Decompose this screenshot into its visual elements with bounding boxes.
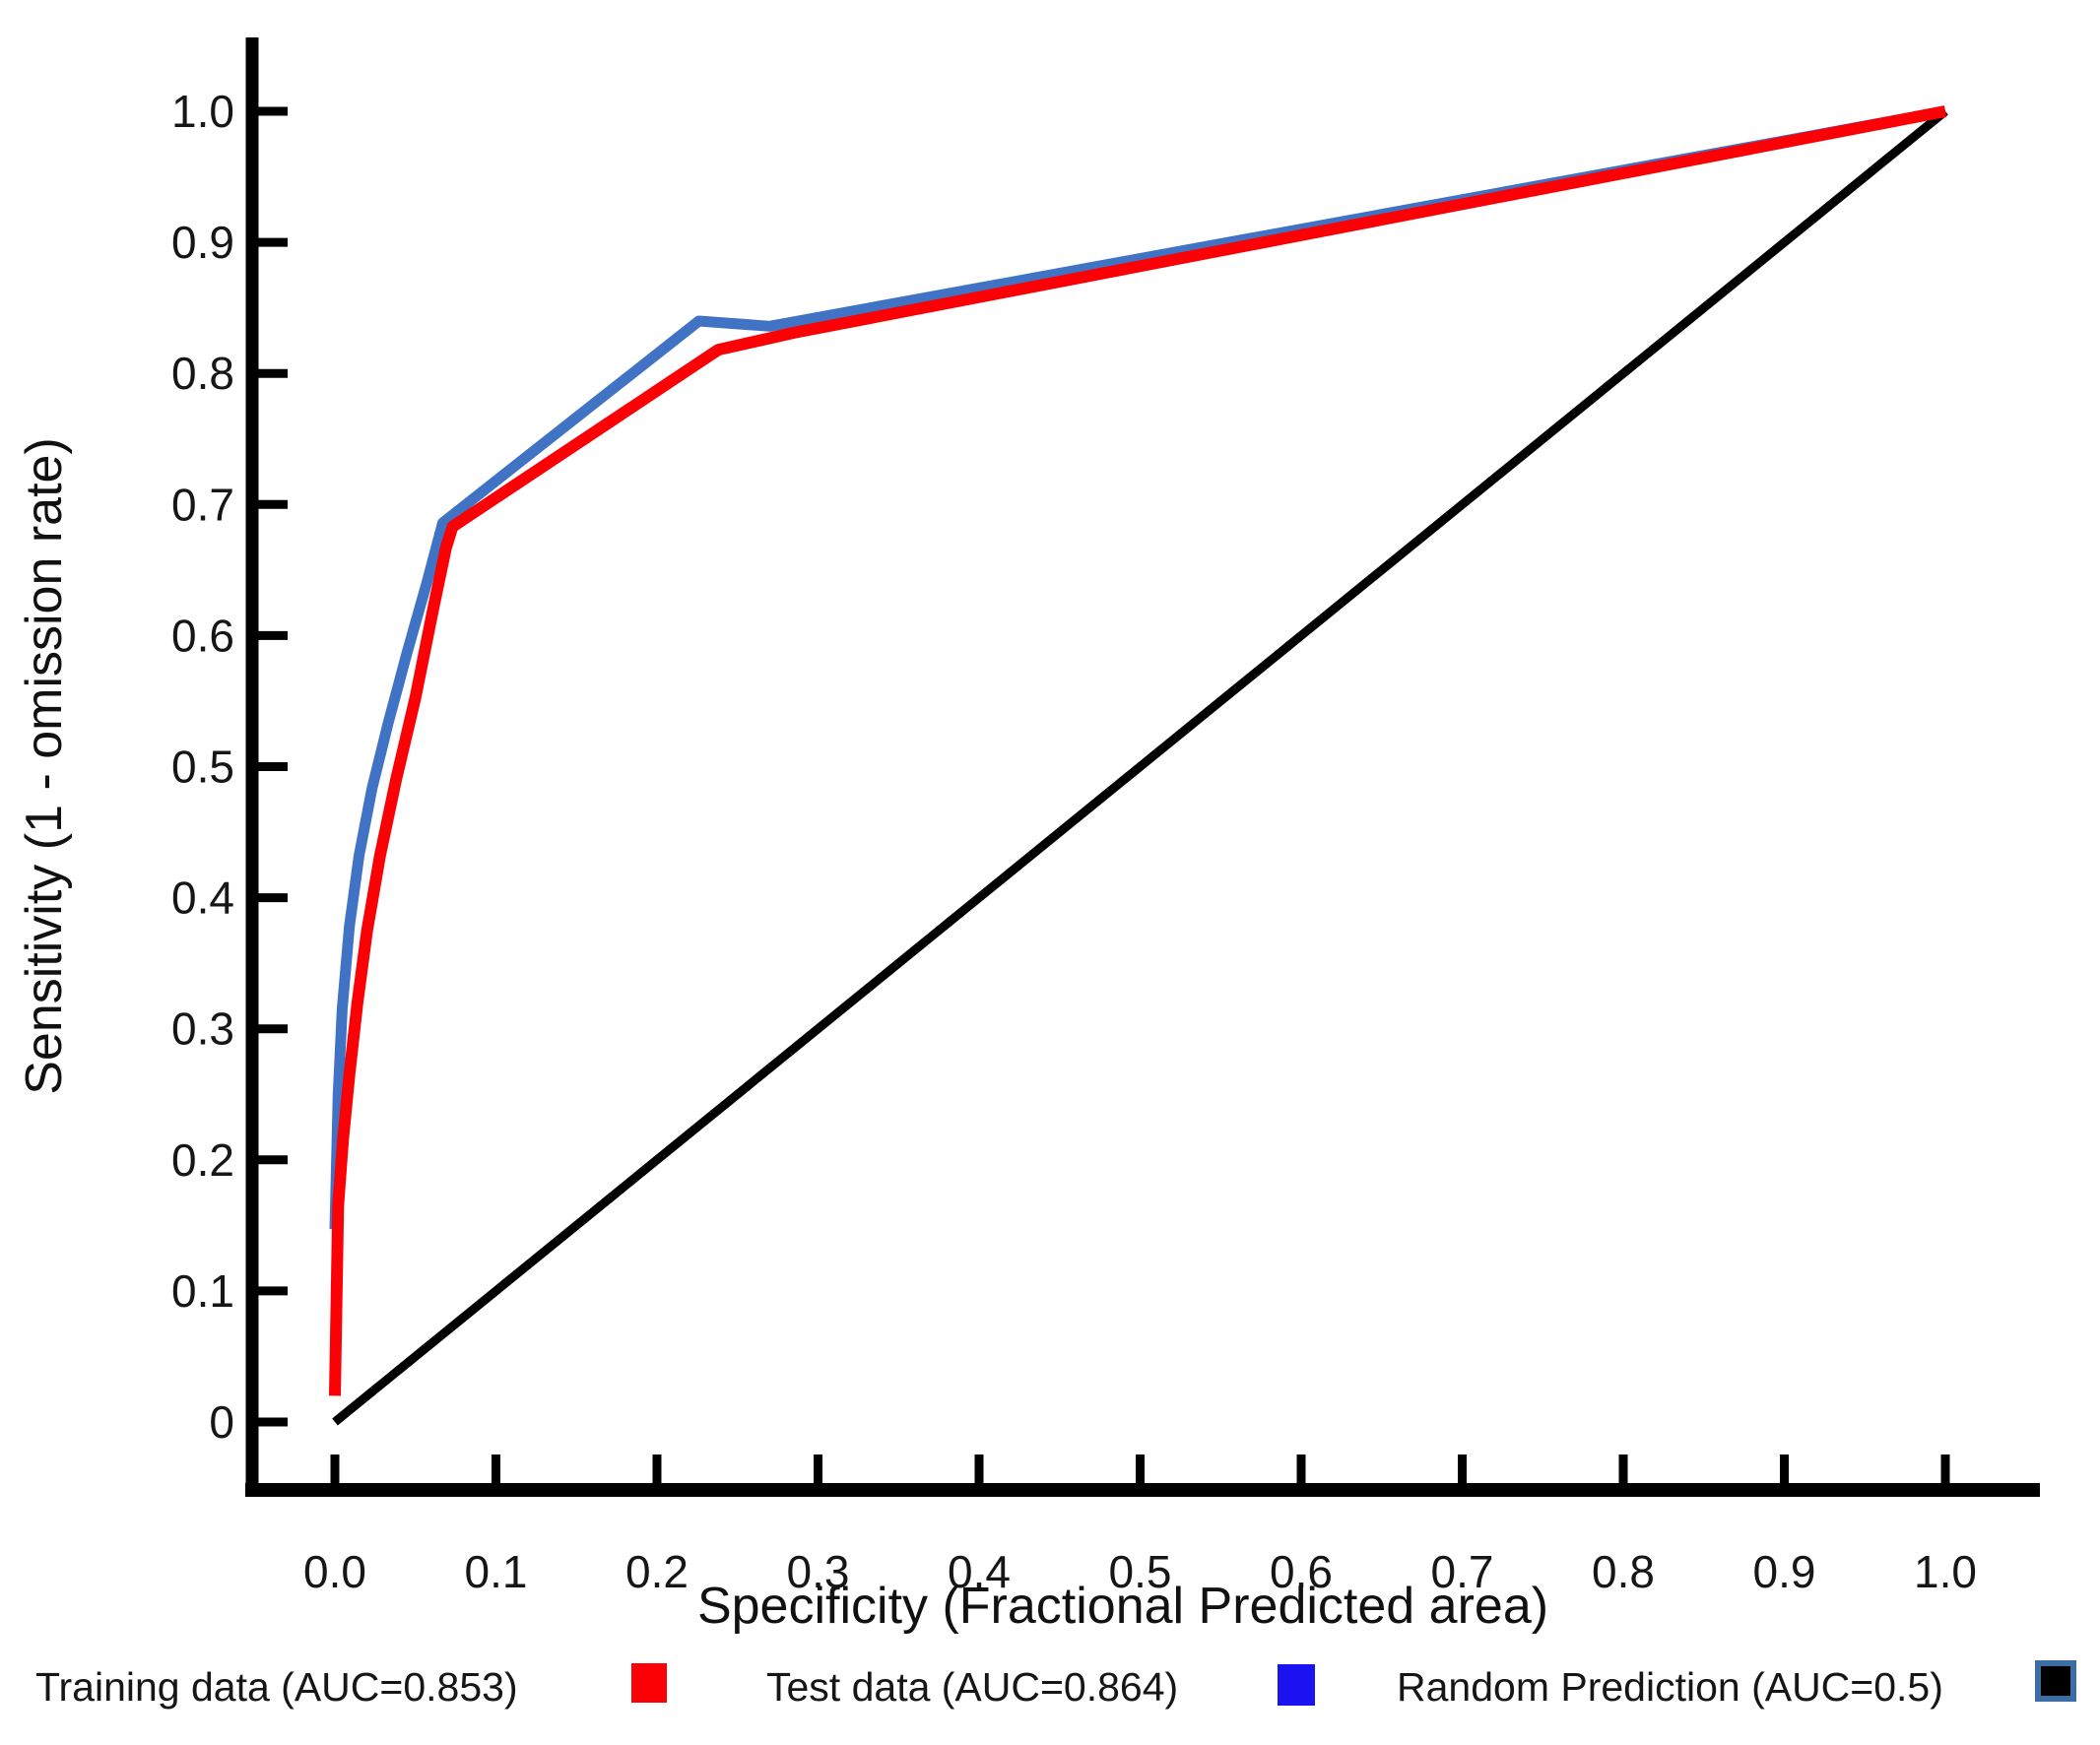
x-tick-label: 0.1 <box>465 1546 528 1597</box>
legend-label-random-prediction: Random Prediction (AUC=0.5) <box>1397 1664 1943 1710</box>
x-tick-label: 0.2 <box>625 1546 689 1597</box>
legend-swatch-random-prediction <box>2035 1660 2076 1702</box>
legend-swatch-training-data <box>631 1663 667 1703</box>
x-tick-label: 1.0 <box>1914 1546 1977 1597</box>
x-tick-label: 0.6 <box>1270 1546 1333 1597</box>
x-tick-label: 0.9 <box>1753 1546 1816 1597</box>
y-tick-label: 0.5 <box>171 742 234 793</box>
y-tick-label: 0.6 <box>171 610 234 661</box>
x-axis-title: Specificity (Fractional Predicted area) <box>697 1578 1548 1635</box>
y-tick-label: 1.0 <box>171 86 234 137</box>
y-tick-label: 0.2 <box>171 1134 234 1186</box>
legend-label-test-data: Test data (AUC=0.864) <box>766 1664 1179 1710</box>
x-tick-label: 0.5 <box>1109 1546 1172 1597</box>
y-tick-label: 0.9 <box>171 217 234 268</box>
series-line-test-data <box>329 105 1946 1230</box>
y-axis-title: Sensitivity (1 - omission rate) <box>16 437 73 1095</box>
y-tick-label: 0.7 <box>171 479 234 530</box>
x-tick-label: 0.8 <box>1592 1546 1655 1597</box>
series-layer <box>329 105 1948 1426</box>
y-tick-label: 0.8 <box>171 348 234 399</box>
series-line-training-data <box>329 105 1947 1396</box>
x-tick-label: 0.3 <box>787 1546 850 1597</box>
y-tick-label: 0.4 <box>171 872 234 924</box>
x-tick-label: 0.0 <box>303 1546 366 1597</box>
series-line-random-prediction <box>332 107 1948 1426</box>
y-tick-label: 0.1 <box>171 1265 234 1317</box>
y-tick-label: 0.3 <box>171 1003 234 1055</box>
axes-layer: 0 0.1 0.2 0.3 0.4 0.5 0.6 0.7 0.8 0.9 1.0 0.0 0.1 0.2… <box>171 37 2040 1597</box>
x-tick-label: 0.7 <box>1431 1546 1494 1597</box>
y-tick-label: 0 <box>209 1396 234 1448</box>
x-tick-label: 0.4 <box>948 1546 1011 1597</box>
legend-swatch-test-data <box>1278 1664 1315 1706</box>
legend-label-training-data: Training data (AUC=0.853) <box>35 1664 518 1710</box>
